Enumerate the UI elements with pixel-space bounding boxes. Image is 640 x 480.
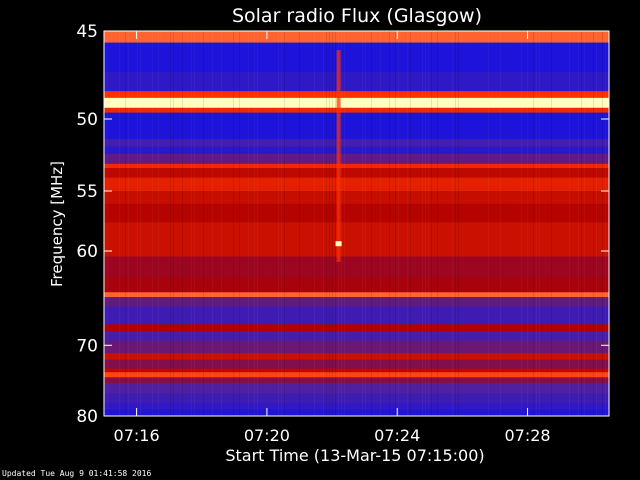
frequency-band-27: [104, 372, 609, 378]
frequency-band-19: [104, 297, 609, 307]
frequency-band-24: [104, 353, 609, 360]
frequency-band-25: [104, 359, 609, 370]
y-tick-label: 55: [76, 182, 98, 202]
frequency-band-31: [104, 403, 609, 411]
frequency-band-21: [104, 324, 609, 332]
frequency-band-13: [104, 191, 609, 205]
frequency-band-8: [104, 146, 609, 155]
spectrogram-texture: [107, 31, 606, 416]
frequency-band-1: [104, 42, 609, 73]
x-tick-label: 07:16: [114, 426, 160, 445]
frequency-band-14: [104, 203, 609, 223]
frequency-band-32: [104, 409, 609, 417]
axes-frame: [103, 30, 610, 417]
axes: 45 50 55 60 70 80 07:16 07:20 07:24 07:28: [76, 22, 610, 445]
frequency-band-17: [104, 277, 609, 293]
chart-title: Solar radio Flux (Glasgow): [232, 5, 482, 27]
frequency-band-7: [104, 139, 609, 148]
y-tick-label: 50: [76, 110, 98, 130]
frequency-band-10: [104, 163, 609, 169]
frequency-band-0: [104, 31, 609, 44]
y-tick-label: 80: [76, 407, 98, 427]
frequency-band-2: [104, 72, 609, 92]
frequency-band-4: [104, 97, 609, 109]
updated-timestamp: Updated Tue Aug 9 01:41:58 2016: [2, 469, 152, 478]
frequency-band-12: [104, 177, 609, 192]
frequency-band-20: [104, 306, 609, 325]
frequency-band-22: [104, 331, 609, 342]
frequency-band-28: [104, 377, 609, 384]
frequency-band-18: [104, 292, 609, 298]
y-tick-label: 60: [76, 242, 98, 262]
y-tick-label: 45: [76, 22, 98, 42]
x-tick-label: 07:24: [374, 426, 420, 445]
burst-peak-0: [335, 241, 342, 247]
burst-streak-0: [336, 50, 341, 262]
x-tick-label: 07:28: [504, 426, 550, 445]
y-axis-label: Frequency [MHz]: [48, 161, 66, 287]
frequency-band-16: [104, 256, 609, 278]
frequency-band-5: [104, 107, 609, 114]
frequency-band-6: [104, 112, 609, 140]
frequency-band-23: [104, 341, 609, 354]
frequency-band-15: [104, 222, 609, 257]
x-axis-label: Start Time (13-Mar-15 07:15:00): [225, 446, 484, 465]
frequency-band-9: [104, 153, 609, 165]
y-tick-label: 70: [76, 336, 98, 356]
frequency-band-26: [104, 368, 609, 373]
frequency-band-29: [104, 383, 609, 394]
x-tick-label: 07:20: [244, 426, 290, 445]
frequency-band-3: [104, 91, 609, 99]
plot-area: [104, 31, 609, 417]
frequency-band-30: [104, 393, 609, 404]
frequency-band-11: [104, 168, 609, 179]
